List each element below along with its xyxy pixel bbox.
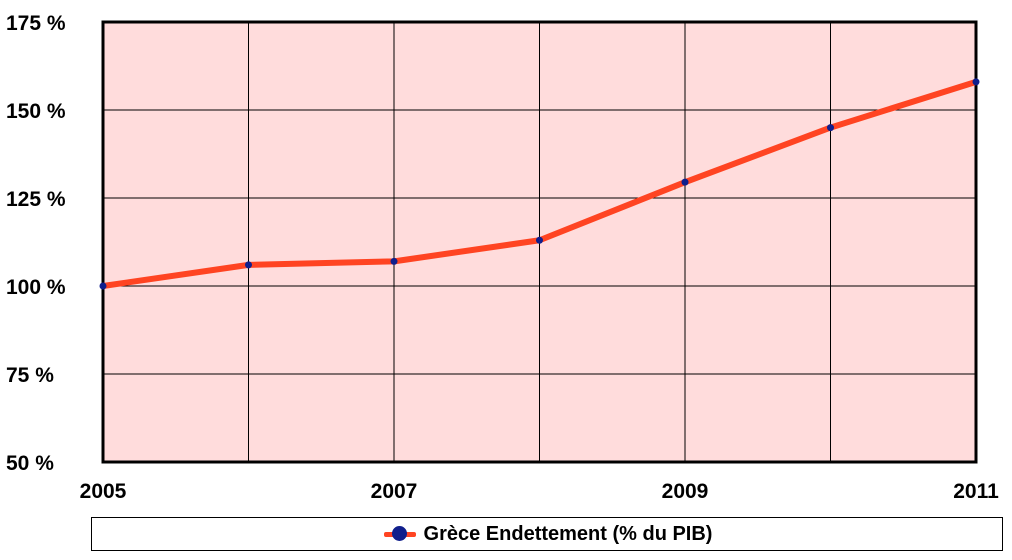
- x-tick-label: 2007: [371, 480, 418, 503]
- data-point: [827, 124, 834, 132]
- legend-swatch: [382, 524, 418, 544]
- data-point: [99, 282, 107, 290]
- legend-label: Grèce Endettement (% du PIB): [423, 522, 713, 545]
- x-tick-label: 2011: [953, 480, 999, 503]
- y-tick-label: 125 %: [6, 188, 66, 211]
- y-axis-labels: 50 % 75 % 100 % 125 % 150 % 175 %: [6, 12, 66, 475]
- data-point: [972, 78, 980, 86]
- legend-marker-icon: [391, 526, 407, 541]
- series-group: [99, 78, 980, 290]
- data-point: [536, 236, 543, 244]
- data-point: [681, 178, 689, 186]
- x-tick-label: 2009: [662, 480, 709, 503]
- y-tick-label: 75 %: [6, 364, 54, 387]
- line-chart: 50 %75 %100 %125 %150 %175 % 2005 2007 200…: [6, 12, 999, 503]
- y-tick-label: 50 %: [6, 452, 54, 475]
- x-axis-labels: 2005 2007 2009 2011: [80, 480, 999, 503]
- y-tick-label: 175 %: [6, 12, 66, 35]
- data-point: [245, 261, 252, 269]
- y-tick-label: 150 %: [6, 100, 66, 123]
- legend: Grèce Endettement (% du PIB): [91, 517, 1003, 551]
- y-tick-label: 100 %: [6, 276, 66, 299]
- x-tick-label: 2005: [80, 480, 127, 503]
- plot-frame: [101, 20, 978, 464]
- data-point: [390, 257, 398, 265]
